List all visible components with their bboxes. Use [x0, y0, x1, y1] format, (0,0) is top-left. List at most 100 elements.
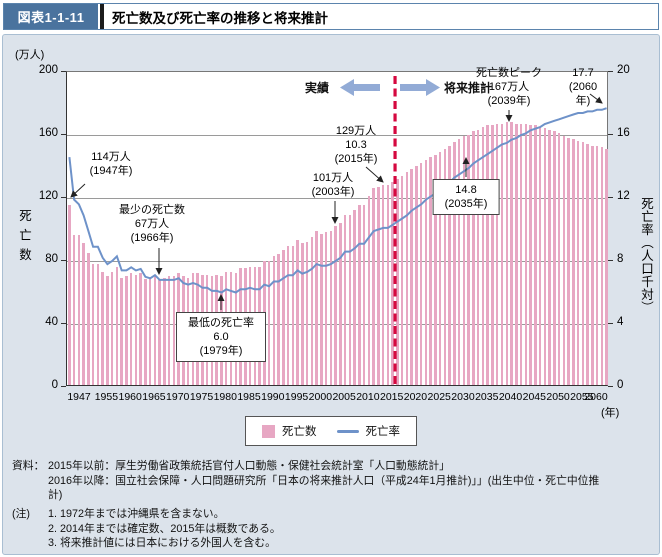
bar-deaths [348, 214, 352, 385]
bar-deaths [586, 144, 589, 385]
gridline [67, 198, 607, 199]
right-tick-label: 8 [617, 253, 624, 265]
left-tick [61, 260, 66, 261]
figure-number-badge: 図表1-1-11 [4, 4, 98, 29]
x-tick-label: 1980 [213, 391, 237, 403]
bar-deaths [115, 266, 119, 385]
left-tick [61, 71, 66, 72]
bar-deaths [358, 205, 361, 385]
x-tick-label: 1960 [118, 391, 142, 403]
right-axis-title: 死亡率（人口千対） [639, 197, 653, 314]
line-and-arrows-overlay [68, 76, 607, 387]
annotation-arrow-icon [365, 166, 384, 183]
bar-deaths [491, 125, 494, 385]
x-tick-label: 2060 [584, 391, 608, 403]
bar-deaths [282, 249, 285, 385]
left-tick [61, 134, 66, 135]
bar-deaths [339, 222, 342, 385]
bar-deaths [410, 169, 413, 385]
bar-deaths [429, 156, 432, 385]
legend-item-rate: 死亡率 [336, 423, 401, 439]
note-line: 1. 1972年までは沖縄県を含まない。 [48, 508, 225, 521]
bar-deaths [457, 139, 461, 385]
x-tick-label: 2045 [522, 391, 546, 403]
source-line: 2016年以降：国立社会保障・人口問題研究所「日本の将来推計人口（平成24年1月… [48, 474, 600, 487]
bar-deaths [415, 166, 418, 385]
right-tick [608, 197, 613, 198]
right-tick [608, 323, 613, 324]
left-tick-label: 40 [45, 316, 58, 328]
x-tick-label: 1990 [261, 391, 285, 403]
legend-label-rate: 死亡率 [365, 426, 401, 438]
plot-area: 114万人 (1947年) 最少の死亡数 67万人 (1966年) 101万人 (2… [66, 67, 608, 387]
right-tick-label: 0 [617, 379, 624, 391]
annotation-min-rate: 最低の死亡率 6.0 (1979年) [176, 312, 266, 363]
note-line: 3. 将来推計値には日本における外国人を含む。 [48, 537, 276, 550]
figure-title: 死亡数及び死亡率の推移と将来推計 [112, 10, 328, 26]
bar-deaths [472, 131, 475, 385]
bar-deaths [343, 214, 347, 385]
bar-deaths [595, 145, 599, 385]
bar-deaths [591, 145, 594, 385]
x-tick-label: 2000 [308, 391, 333, 403]
legend-item-deaths: 死亡数 [262, 423, 317, 439]
left-axis-title: 死亡数 [17, 209, 31, 268]
left-tick-label: 120 [38, 190, 58, 202]
bar-deaths [134, 274, 138, 385]
figure-footnotes: 資料： 2015年以前：厚生労働省政策統括官付人口動態・保健社会統計室「人口動態… [12, 459, 656, 551]
rate-line-swatch-icon [336, 429, 359, 433]
bar-deaths [538, 126, 542, 385]
x-tick-label: 2025 [427, 391, 451, 403]
source-line: 2015年以前：厚生労働省政策統括官付人口動態・保健社会統計室「人口動態統計」 [48, 460, 450, 472]
bar-deaths [101, 271, 104, 385]
bar-deaths [129, 273, 133, 385]
bar-deaths [82, 243, 85, 385]
bar-deaths [324, 232, 328, 385]
source-row: 資料： 2015年以前：厚生労働省政策統括官付人口動態・保健社会統計室「人口動態… [12, 459, 656, 503]
bar-deaths [524, 123, 528, 385]
actual-arrow-icon [340, 78, 380, 102]
gridline [67, 324, 607, 325]
x-tick-label: 1955 [94, 391, 119, 403]
annotation-deaths-2015: 129万人 10.3 (2015年) [334, 125, 378, 166]
bar-deaths [267, 260, 271, 385]
bar-deaths [396, 178, 399, 385]
left-tick [61, 386, 66, 387]
note-line: 2. 2014年までは確定数、2015年は概数である。 [48, 522, 281, 535]
title-separator [100, 4, 104, 29]
bar-deaths [424, 159, 428, 385]
bar-deaths [510, 121, 513, 385]
bar-deaths [581, 142, 585, 385]
bar-deaths [372, 188, 375, 385]
projection-arrow-icon [400, 78, 440, 102]
x-tick-label: 1995 [284, 391, 309, 403]
x-tick-label: 1985 [237, 391, 261, 403]
left-tick-label: 80 [45, 253, 58, 265]
notes-text: 1. 1972年までは沖縄県を含まない。 2. 2014年までは確定数、2015年… [48, 507, 656, 551]
bar-deaths [548, 129, 551, 385]
bar-deaths [153, 274, 157, 385]
bar-deaths [362, 205, 366, 385]
bar-deaths [139, 273, 142, 385]
bar-deaths [400, 175, 404, 385]
bar-deaths [443, 148, 447, 385]
x-tick-label: 2040 [498, 391, 523, 403]
right-tick [608, 386, 613, 387]
bar-deaths [68, 205, 71, 385]
left-tick [61, 323, 66, 324]
bar-deaths [125, 276, 128, 385]
bar-deaths [434, 155, 437, 385]
bar-deaths [110, 271, 114, 385]
left-axis-unit-label: (万人) [15, 49, 45, 61]
bar-deaths [419, 162, 423, 385]
bar-deaths [315, 230, 318, 385]
x-tick-label: 2020 [403, 391, 428, 403]
notes-label: (注) [12, 508, 30, 521]
bar-deaths [120, 277, 123, 385]
right-tick [608, 134, 613, 135]
bar-deaths [272, 255, 276, 385]
source-text: 2015年以前：厚生労働省政策統括官付人口動態・保健社会統計室「人口動態統計」 2… [48, 459, 656, 503]
actual-label: 実績 [305, 81, 330, 95]
bar-deaths [529, 125, 532, 385]
